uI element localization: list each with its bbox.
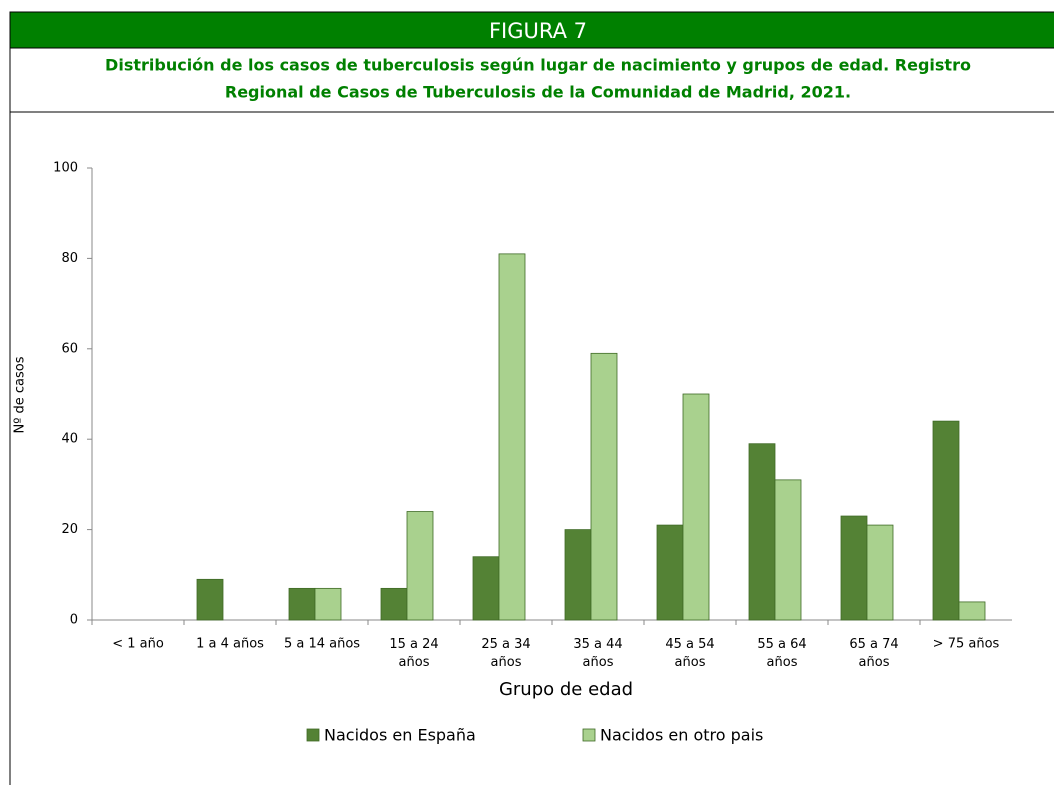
legend-label: Nacidos en otro pais [600,726,763,745]
bar [380,587,408,621]
bar [682,393,710,621]
bar [958,601,986,621]
x-tick-label: > 75 años [933,637,1000,652]
subtitle: Distribución de los casos de tuberculosi… [105,56,971,75]
figure-label: FIGURA 7 [489,19,587,43]
legend-swatch [582,728,596,742]
x-tick-label: 35 a 44 años [573,637,622,670]
bar [774,479,802,621]
subtitle: Regional de Casos de Tuberculosis de la … [225,83,851,102]
bar [564,529,592,621]
bar [866,524,894,621]
bar [656,524,684,621]
y-tick-label: 40 [61,432,78,447]
bar [748,443,776,621]
bar [196,578,224,621]
x-tick-label: 15 a 24 años [389,637,438,670]
x-tick-label: < 1 año [112,637,164,652]
bar [840,515,868,621]
legend-label: Nacidos en España [324,726,476,745]
y-tick-label: 100 [53,161,78,176]
x-tick-label: 5 a 14 años [284,637,360,652]
x-tick-label: 25 a 34 años [481,637,530,670]
bar [498,253,526,621]
x-tick-label: 65 a 74 años [849,637,898,670]
y-axis-label: Nº de casos [13,356,28,433]
bar [472,556,500,621]
y-tick-label: 60 [61,341,78,356]
y-tick-label: 20 [61,522,78,537]
bar [932,420,960,621]
y-tick-label: 0 [70,613,78,628]
bar [590,352,618,621]
bar [314,587,342,621]
x-tick-label: 55 a 64 años [757,637,806,670]
legend-swatch [306,728,320,742]
y-tick-label: 80 [61,251,78,266]
header-band [9,11,1054,49]
bar [406,511,434,621]
x-tick-label: 45 a 54 años [665,637,714,670]
bar [288,587,316,621]
x-tick-label: 1 a 4 años [196,637,264,652]
x-axis-label: Grupo de edad [499,679,633,700]
